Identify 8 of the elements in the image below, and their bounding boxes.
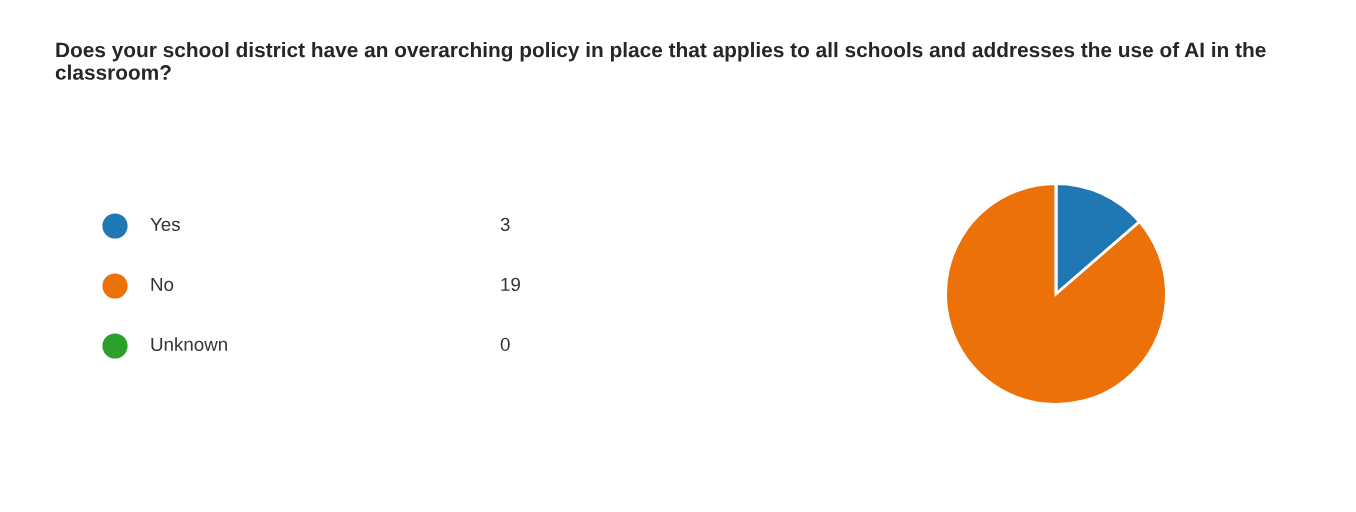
legend-label: Yes — [150, 217, 180, 232]
legend-label: No — [151, 277, 174, 292]
data-label: 19 — [501, 277, 520, 292]
legend-label: Unknown — [151, 337, 227, 352]
pie-slice — [944, 182, 1168, 406]
text: 0 — [500, 337, 510, 352]
chart-title: Does your school district have an overarching policy in place that applies to all schools and addresses the use of AI in the classroom? — [55, 42, 1266, 80]
data-label: 3 — [500, 217, 510, 232]
